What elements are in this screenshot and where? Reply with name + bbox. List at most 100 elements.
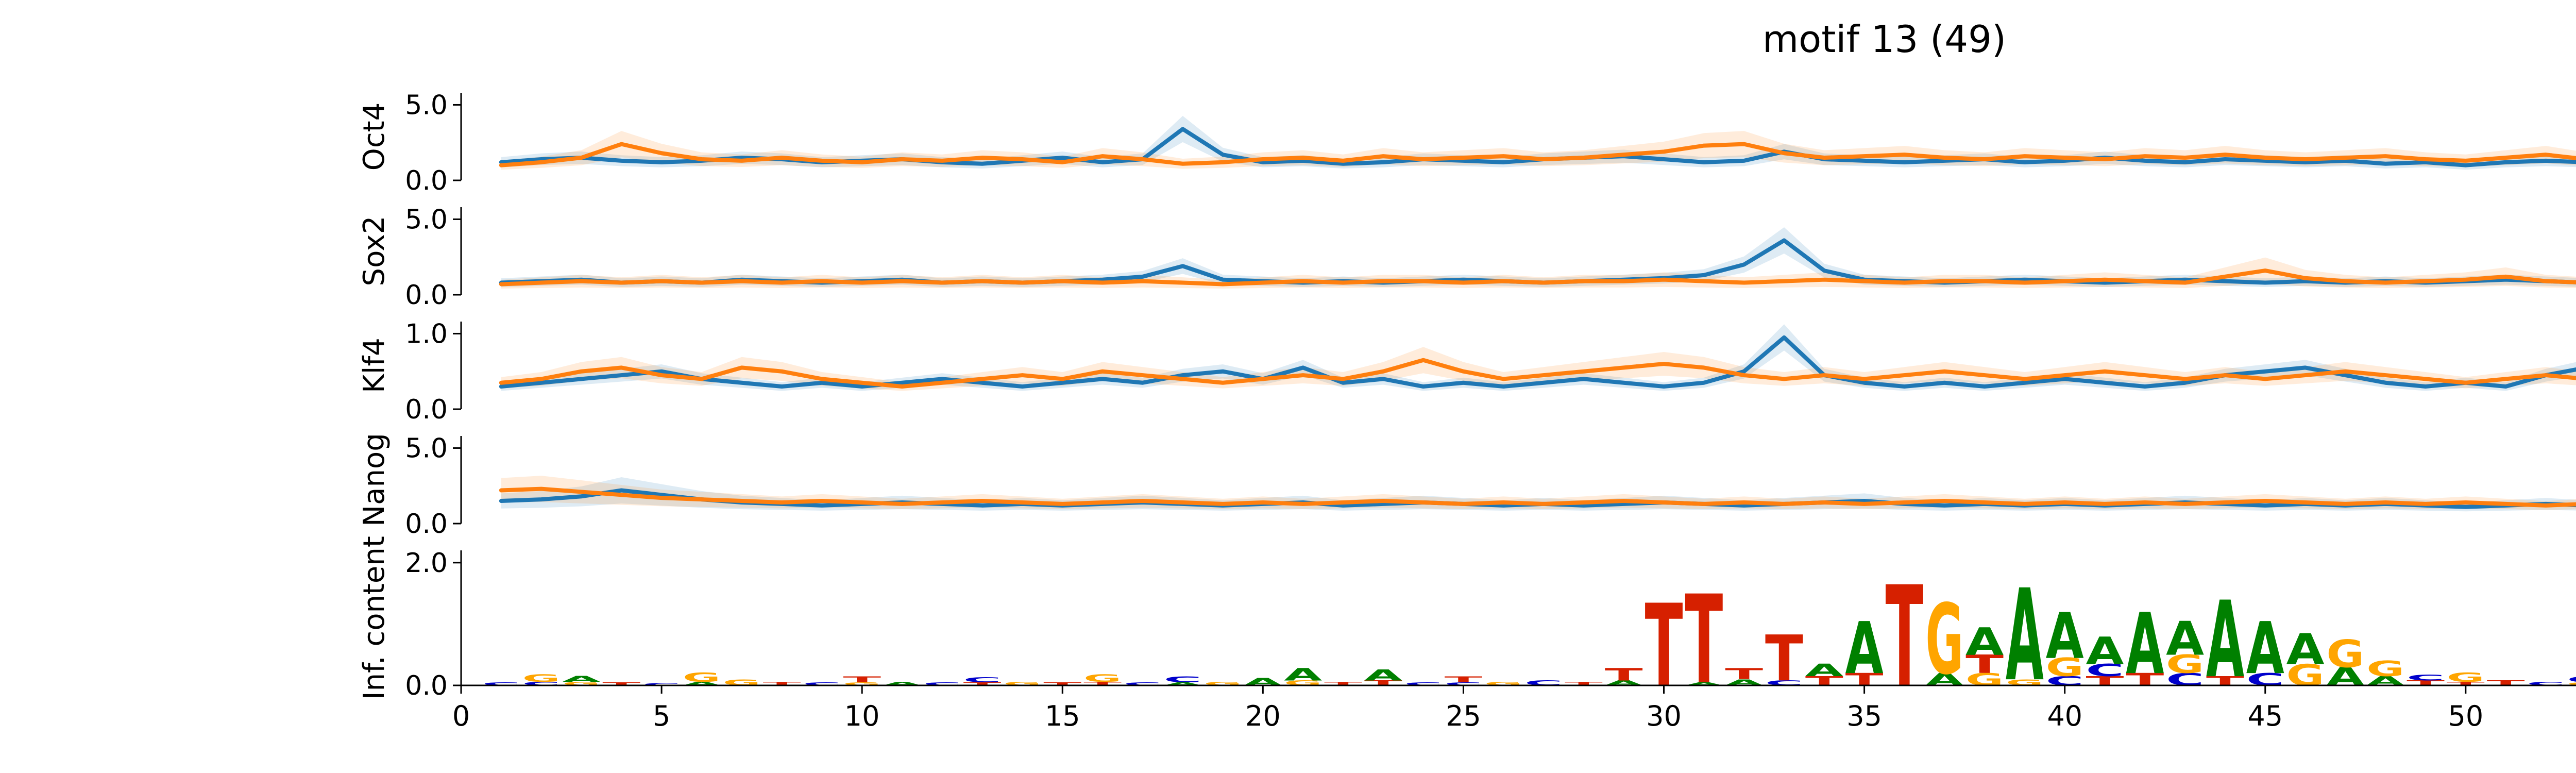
- logo-letter-t: T: [1605, 665, 1643, 684]
- logo-letter-t: T: [1083, 681, 1122, 686]
- logo-letter-a: A: [1845, 607, 1884, 690]
- logo-letter-c: C: [2567, 675, 2576, 684]
- y-tick-label: 2.0: [405, 548, 448, 579]
- y-tick-label: 0.0: [405, 280, 448, 311]
- logo-letter-a: A: [2046, 599, 2084, 673]
- x-tick-label: 20: [1245, 700, 1281, 732]
- nanog-series-orange: [499, 486, 2576, 508]
- logo-letter-c: C: [2086, 661, 2124, 680]
- logo-letter-a: A: [2166, 612, 2204, 666]
- logo-letter-g: G: [1083, 673, 1122, 684]
- x-tick-label: 5: [653, 700, 670, 732]
- logo-letter-c: C: [963, 676, 1002, 684]
- y-tick-label: 0.0: [405, 394, 448, 425]
- logo-letter-c: C: [1124, 681, 1162, 686]
- logo-letter-g: G: [1204, 681, 1242, 686]
- logo-letter-t: T: [1565, 681, 1603, 686]
- logo-letter-g: G: [2447, 670, 2485, 685]
- logo-letter-g: G: [562, 681, 600, 686]
- x-tick-label: 45: [2247, 700, 2283, 732]
- logo-letter-g: G: [1003, 681, 1041, 686]
- logo-letter-a: A: [2086, 629, 2124, 674]
- logo-letter-a: A: [2206, 579, 2244, 701]
- logo-letter-a: A: [1805, 661, 1843, 680]
- x-tick-label: 30: [1646, 700, 1682, 732]
- logo-letter-a: A: [2326, 662, 2364, 691]
- sox2-series-orange: [499, 268, 2576, 287]
- logo-letter-a: A: [1965, 620, 2004, 664]
- logo-letter-t: T: [843, 675, 881, 684]
- row-label-nanog: Nanog: [358, 433, 391, 527]
- logo-letter-a: A: [2246, 607, 2284, 690]
- logo-letter-g: G: [2326, 632, 2364, 677]
- logo-letter-t: T: [602, 681, 640, 686]
- logo-letter-a: A: [2286, 625, 2325, 674]
- logo-letter-g: G: [2366, 657, 2404, 682]
- logo-letter-c: C: [522, 681, 561, 686]
- y-tick-label: 5.0: [405, 90, 448, 121]
- x-tick-label: 15: [1045, 700, 1080, 732]
- logo-letter-c: C: [2406, 673, 2445, 683]
- logo-letter-g: G: [2166, 650, 2204, 679]
- x-tick-label: 10: [844, 700, 880, 732]
- panel-sox2: 0.0 5.0: [405, 205, 2576, 311]
- logo-letter-c: C: [482, 681, 520, 686]
- logo-letter-t: T: [963, 681, 1002, 686]
- y-tick-label: 0.0: [405, 670, 448, 701]
- logo-letter-t: T: [1324, 681, 1362, 686]
- oct4-series-orange: [499, 142, 2576, 167]
- logo-letter-g: G: [683, 670, 721, 685]
- logo-letter-c: C: [1404, 681, 1443, 686]
- x-tick-label: 40: [2047, 700, 2082, 732]
- panel-oct4: 0.0 5.0: [405, 90, 2576, 196]
- logo-letter-t: T: [2447, 681, 2485, 686]
- logo-letter-a: A: [562, 674, 600, 684]
- logo-letter-t: T: [1444, 675, 1482, 684]
- panel-nanog: 0.0 5.0: [405, 433, 2576, 540]
- logo-letter-g: G: [1925, 584, 1963, 696]
- logo-letter-c: C: [923, 681, 961, 686]
- logo-letter-c: C: [1444, 681, 1482, 686]
- klf4-series-orange: [499, 358, 2576, 389]
- x-tick-label: 50: [2448, 700, 2483, 732]
- x-tick-label: 25: [1446, 700, 1481, 732]
- logo-letter-c: C: [2527, 681, 2565, 686]
- logo-letter-t: T: [1043, 681, 1081, 686]
- logo-letter-g: G: [2567, 681, 2576, 686]
- y-tick-label: 5.0: [405, 433, 448, 464]
- logo-letter-t: T: [1725, 665, 1764, 683]
- y-tick-label: 5.0: [405, 205, 448, 236]
- logo-letter-g: G: [2286, 658, 2325, 693]
- row-label-infcontent: Inf. content: [358, 536, 391, 700]
- y-tick-label: 0.0: [405, 165, 448, 196]
- logo-letter-a: A: [1284, 665, 1322, 684]
- logo-letter-g: G: [2046, 652, 2084, 682]
- x-tick-label: 0: [452, 700, 470, 732]
- logo-letter-a: A: [1685, 681, 1723, 686]
- y-tick-label: 1.0: [405, 319, 448, 350]
- logo-letter-a: A: [2126, 595, 2164, 693]
- logo-letter-a: A: [683, 681, 721, 686]
- logo-letter-t: T: [1885, 558, 1923, 719]
- panel-klf4: 0.0 1.0: [405, 319, 2576, 425]
- logo-letter-c: C: [1164, 675, 1202, 684]
- logo-letter-t: T: [1965, 650, 2004, 679]
- logo-letter-c: C: [803, 681, 841, 686]
- logo-letter-t: T: [1685, 570, 1723, 712]
- logo-letter-a: A: [1364, 666, 1403, 684]
- logo-letter-a: A: [1164, 681, 1202, 686]
- row-label-oct4: Oct4: [358, 103, 391, 171]
- panel-infcontent: C CG GAT C AG G T C GT A C TC G T TG C AC G A GA T TA C CT G C T AT…: [405, 548, 2576, 732]
- logo-letter-t: T: [763, 681, 801, 686]
- row-label-klf4: Klf4: [358, 338, 391, 393]
- logo-letter-a: A: [883, 681, 922, 686]
- logo-letter-g: G: [843, 681, 881, 686]
- logo-letter-g: G: [1484, 681, 1522, 686]
- figure-title: motif 13 (49): [1762, 18, 2006, 61]
- logo-letter-g: G: [522, 673, 561, 684]
- oct4-series-blue: [499, 127, 2576, 167]
- y-tick-label: 0.0: [405, 509, 448, 540]
- row-label-sox2: Sox2: [358, 216, 391, 287]
